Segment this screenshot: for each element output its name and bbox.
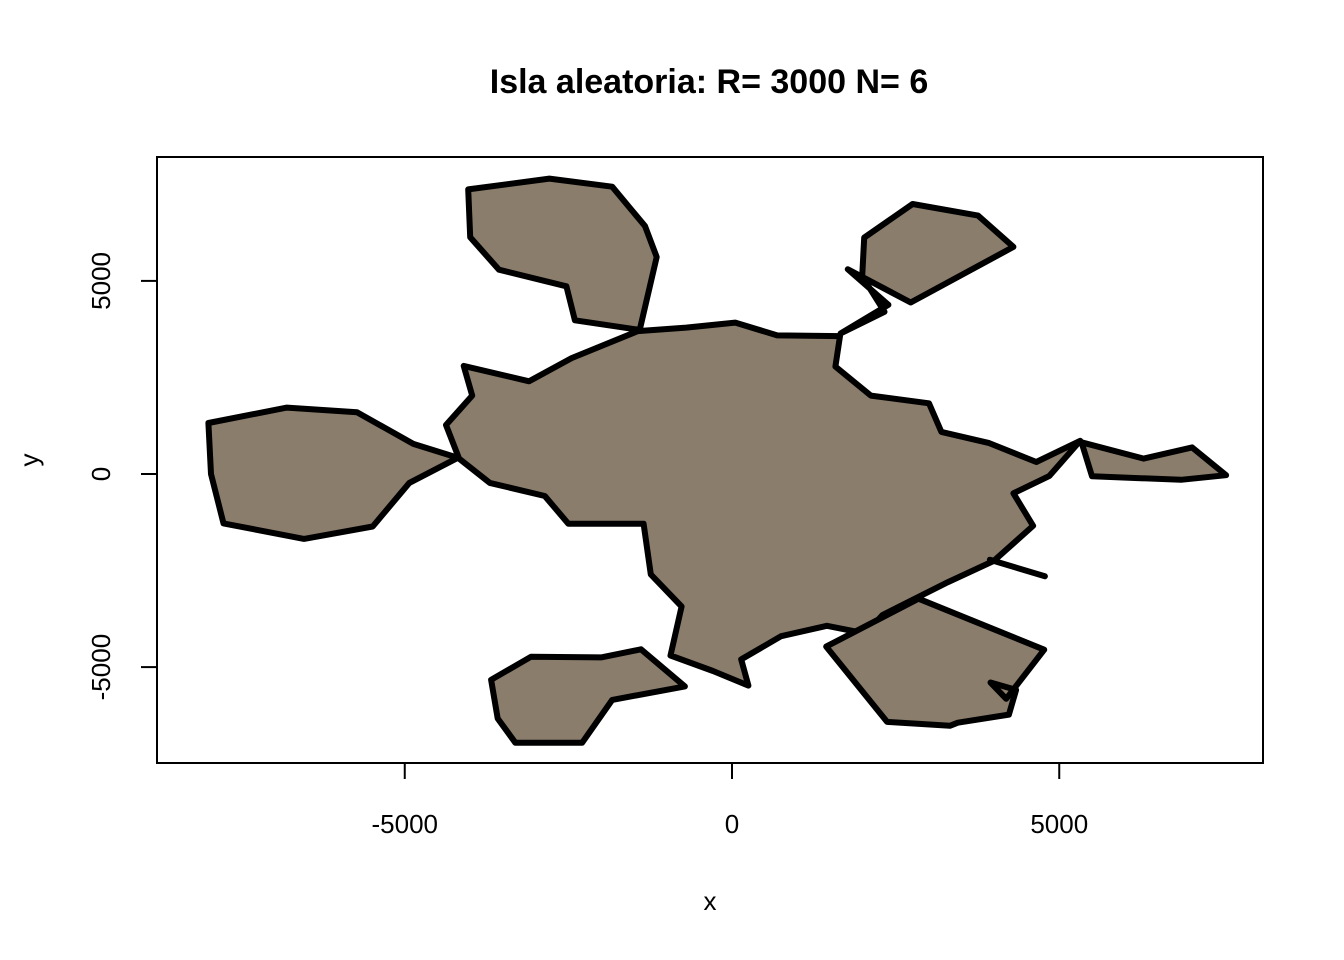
polygon-island-north-west [465, 175, 660, 333]
y-axis: -5000 5000 0 [86, 252, 157, 700]
x-axis: -5000 0 5000 [372, 763, 1088, 839]
x-tick-label: -5000 [372, 809, 439, 839]
x-axis-label: x [704, 886, 717, 916]
plot-frame [156, 156, 1264, 764]
y-tick-label: 0 [86, 467, 116, 481]
polygon-island-south-east [823, 595, 1048, 729]
polygon-island-west [205, 404, 461, 542]
y-tick-label: -5000 [86, 634, 116, 701]
x-tick-label: 0 [725, 809, 739, 839]
y-axis-label: y [14, 454, 44, 467]
island-polygons [205, 175, 1230, 746]
polygon-island-south-west [488, 646, 688, 746]
y-tick-label: 5000 [86, 252, 116, 310]
polygon-island-north-east [837, 201, 1017, 337]
path-southeast-spit [986, 556, 1048, 580]
x-tick-label: 5000 [1030, 809, 1088, 839]
chart-title: Isla aleatoria: R= 3000 N= 6 [490, 63, 928, 101]
polygon-main-island [443, 319, 1084, 689]
polygon-island-east [1078, 439, 1230, 483]
